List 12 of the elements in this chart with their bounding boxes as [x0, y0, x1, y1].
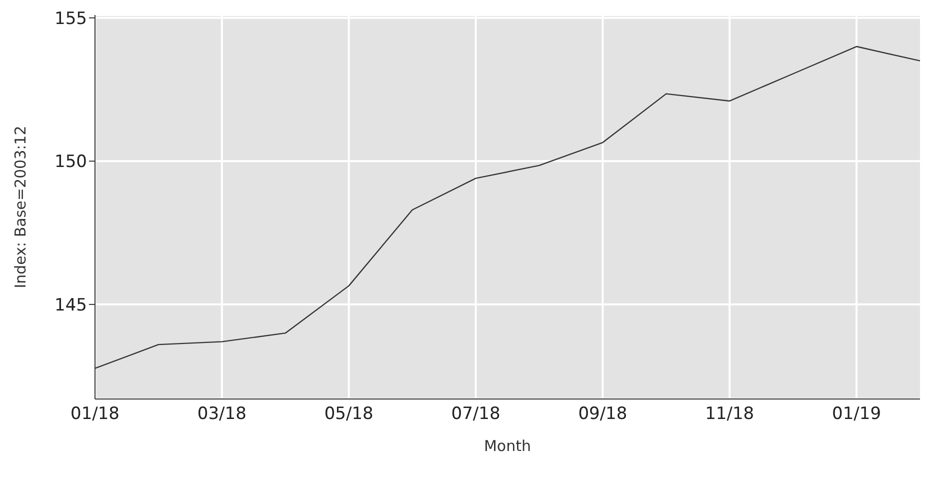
x-tick-label: 09/18 — [578, 404, 628, 424]
y-tick-label: 155 — [54, 8, 87, 29]
y-axis-title: Index: Base=2003:12 — [11, 126, 30, 288]
x-tick-label: 07/18 — [451, 404, 500, 424]
x-tick-label: 05/18 — [324, 404, 374, 424]
x-tick-label: 11/18 — [705, 404, 754, 424]
x-tick-label: 01/19 — [832, 404, 882, 424]
y-tick-label: 145 — [54, 295, 87, 316]
y-tick-label: 150 — [54, 152, 87, 172]
x-tick-label: 01/18 — [70, 404, 120, 424]
x-axis-title: Month — [484, 437, 532, 455]
x-tick-label: 03/18 — [197, 404, 246, 424]
